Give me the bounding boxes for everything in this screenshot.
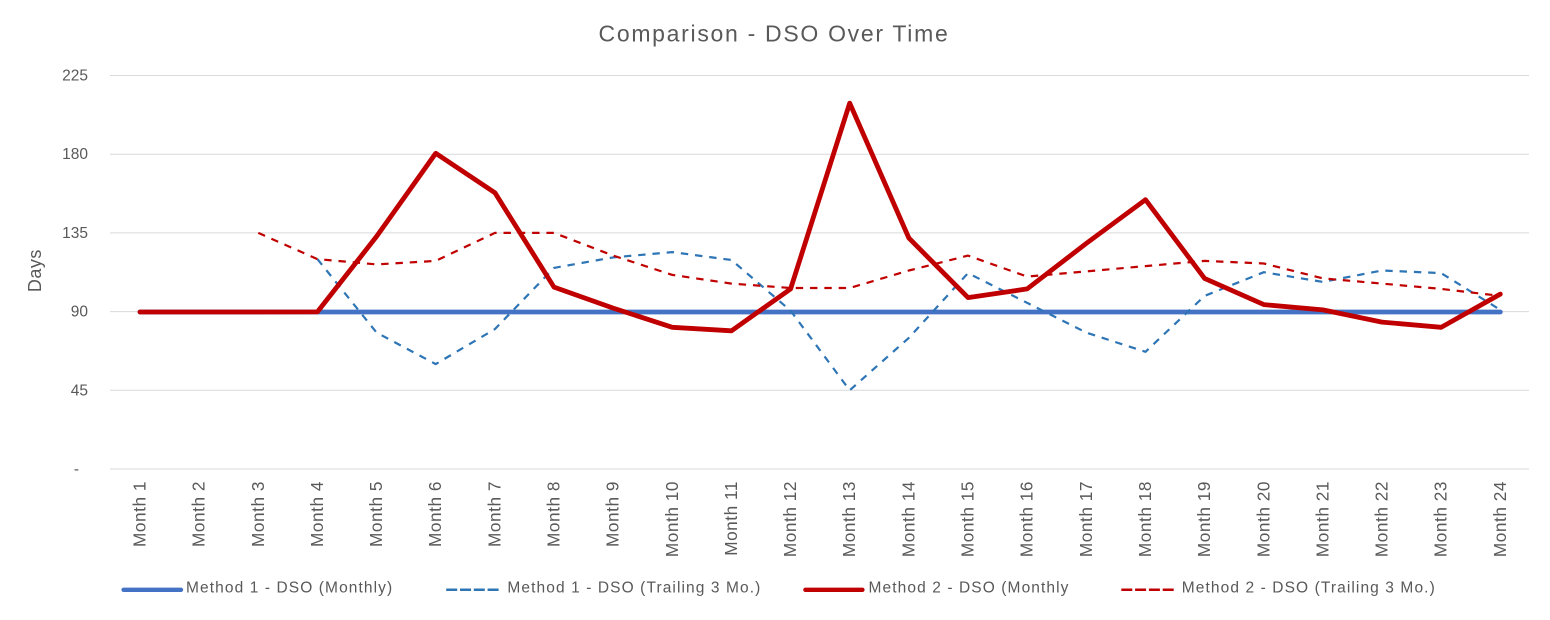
svg-text:225: 225	[62, 68, 88, 85]
svg-text:Month 1: Month 1	[130, 481, 150, 547]
svg-text:135: 135	[62, 225, 88, 242]
svg-text:Month 3: Month 3	[248, 481, 268, 547]
svg-text:Method 2 - DSO (Trailing 3 Mo.: Method 2 - DSO (Trailing 3 Mo.)	[1182, 580, 1436, 597]
svg-text:Days: Days	[25, 249, 45, 292]
svg-text:Month 10: Month 10	[662, 481, 682, 557]
svg-text:Comparison - DSO Over Time: Comparison - DSO Over Time	[599, 21, 950, 47]
svg-text:Month 23: Month 23	[1431, 481, 1451, 557]
svg-text:Method 1 - DSO (Monthly): Method 1 - DSO (Monthly)	[186, 580, 393, 597]
svg-text:Method 1 - DSO (Trailing 3 Mo.: Method 1 - DSO (Trailing 3 Mo.)	[507, 580, 761, 597]
svg-text:45: 45	[71, 382, 88, 399]
svg-text:Month 12: Month 12	[780, 481, 800, 557]
svg-text:Month 4: Month 4	[307, 481, 327, 547]
svg-text:Month 5: Month 5	[366, 481, 386, 547]
svg-text:Month 16: Month 16	[1017, 481, 1037, 557]
svg-text:Month 14: Month 14	[898, 481, 918, 557]
svg-text:Month 9: Month 9	[603, 481, 623, 547]
svg-text:Month 21: Month 21	[1312, 481, 1332, 557]
svg-text:Month 20: Month 20	[1253, 481, 1273, 557]
svg-text:Month 15: Month 15	[958, 481, 978, 557]
svg-text:90: 90	[71, 304, 89, 321]
svg-text:Month 13: Month 13	[839, 481, 859, 557]
svg-text:Month 6: Month 6	[425, 481, 445, 547]
svg-text:Month 2: Month 2	[189, 481, 209, 547]
svg-text:Month 24: Month 24	[1490, 481, 1510, 557]
svg-text:Month 11: Month 11	[721, 481, 741, 556]
svg-text:Method 2 - DSO (Monthly: Method 2 - DSO (Monthly	[869, 580, 1070, 597]
svg-text:Month 7: Month 7	[484, 481, 504, 547]
svg-text:-: -	[74, 461, 79, 478]
svg-text:Month 19: Month 19	[1194, 481, 1214, 557]
svg-text:Month 17: Month 17	[1076, 481, 1096, 557]
svg-text:Month 18: Month 18	[1135, 481, 1155, 557]
svg-text:180: 180	[62, 146, 88, 163]
svg-text:Month 22: Month 22	[1372, 481, 1392, 557]
svg-text:Month 8: Month 8	[544, 481, 564, 547]
